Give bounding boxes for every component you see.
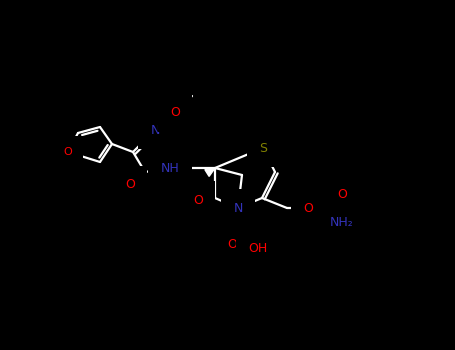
Text: O: O — [227, 238, 237, 251]
Text: O: O — [125, 178, 135, 191]
Text: N: N — [150, 124, 160, 136]
Text: O: O — [337, 188, 347, 201]
Text: S: S — [259, 141, 267, 154]
Text: O: O — [303, 202, 313, 215]
Text: NH: NH — [161, 161, 179, 175]
Text: O: O — [170, 106, 180, 119]
Text: OH: OH — [248, 241, 268, 254]
Text: NH₂: NH₂ — [330, 216, 354, 229]
Text: O: O — [64, 147, 72, 157]
Polygon shape — [205, 168, 215, 176]
Text: N: N — [233, 202, 243, 215]
Text: O: O — [193, 194, 203, 206]
